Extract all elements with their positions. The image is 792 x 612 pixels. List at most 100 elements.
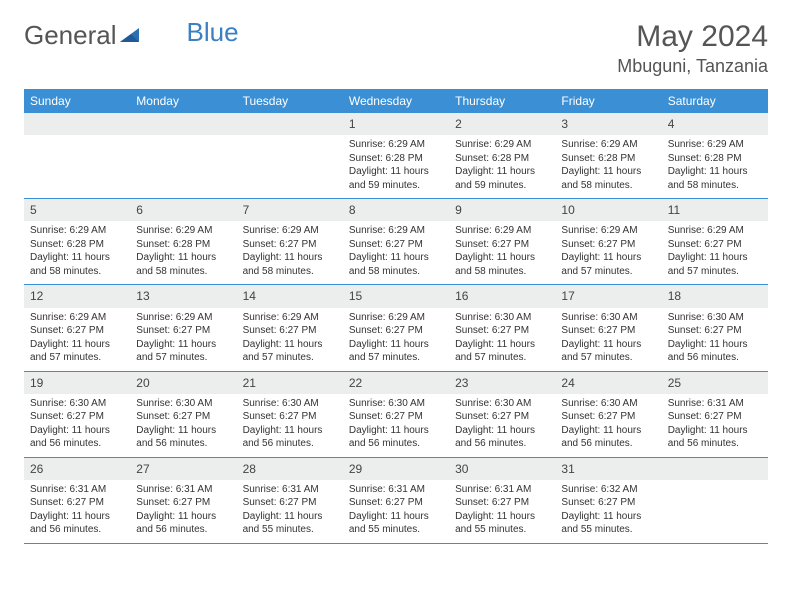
day-body: Sunrise: 6:29 AMSunset: 6:28 PMDaylight:… <box>449 135 555 198</box>
logo-text-left: General <box>24 20 117 51</box>
calendar-day-cell: 17Sunrise: 6:30 AMSunset: 6:27 PMDayligh… <box>555 285 661 370</box>
day-number: 29 <box>343 458 449 480</box>
day-number: 14 <box>237 285 343 307</box>
calendar-day-cell: 28Sunrise: 6:31 AMSunset: 6:27 PMDayligh… <box>237 458 343 543</box>
day-body: Sunrise: 6:30 AMSunset: 6:27 PMDaylight:… <box>343 394 449 457</box>
calendar-day-cell: 14Sunrise: 6:29 AMSunset: 6:27 PMDayligh… <box>237 285 343 370</box>
day-info-line: Sunset: 6:27 PM <box>455 324 549 338</box>
day-number: 23 <box>449 372 555 394</box>
day-body: Sunrise: 6:29 AMSunset: 6:27 PMDaylight:… <box>237 221 343 284</box>
calendar-week-row: 5Sunrise: 6:29 AMSunset: 6:28 PMDaylight… <box>24 199 768 285</box>
day-info-line: Daylight: 11 hours and 58 minutes. <box>136 251 230 278</box>
day-info-line: Sunrise: 6:31 AM <box>136 483 230 497</box>
calendar-day-cell: 10Sunrise: 6:29 AMSunset: 6:27 PMDayligh… <box>555 199 661 284</box>
day-number: 6 <box>130 199 236 221</box>
day-info-line: Sunset: 6:27 PM <box>243 410 337 424</box>
day-number: 13 <box>130 285 236 307</box>
dow-header-cell: Sunday <box>24 89 130 113</box>
day-number: 5 <box>24 199 130 221</box>
day-number: 16 <box>449 285 555 307</box>
day-number: 28 <box>237 458 343 480</box>
day-info-line: Sunrise: 6:29 AM <box>349 311 443 325</box>
day-number: 31 <box>555 458 661 480</box>
day-body: Sunrise: 6:30 AMSunset: 6:27 PMDaylight:… <box>555 394 661 457</box>
day-body: Sunrise: 6:30 AMSunset: 6:27 PMDaylight:… <box>662 308 768 371</box>
calendar-day-cell: 19Sunrise: 6:30 AMSunset: 6:27 PMDayligh… <box>24 372 130 457</box>
calendar-day-cell: 29Sunrise: 6:31 AMSunset: 6:27 PMDayligh… <box>343 458 449 543</box>
dow-header-row: SundayMondayTuesdayWednesdayThursdayFrid… <box>24 89 768 113</box>
day-info-line: Sunset: 6:27 PM <box>349 410 443 424</box>
calendar-week-row: 1Sunrise: 6:29 AMSunset: 6:28 PMDaylight… <box>24 113 768 199</box>
day-info-line: Daylight: 11 hours and 57 minutes. <box>668 251 762 278</box>
calendar-day-cell: 24Sunrise: 6:30 AMSunset: 6:27 PMDayligh… <box>555 372 661 457</box>
dow-header-cell: Friday <box>555 89 661 113</box>
calendar-day-cell: 9Sunrise: 6:29 AMSunset: 6:27 PMDaylight… <box>449 199 555 284</box>
day-info-line: Daylight: 11 hours and 57 minutes. <box>349 338 443 365</box>
calendar-day-cell <box>662 458 768 543</box>
day-body: Sunrise: 6:30 AMSunset: 6:27 PMDaylight:… <box>449 308 555 371</box>
day-info-line: Sunrise: 6:29 AM <box>30 311 124 325</box>
calendar-day-cell: 3Sunrise: 6:29 AMSunset: 6:28 PMDaylight… <box>555 113 661 198</box>
day-info-line: Sunset: 6:27 PM <box>668 238 762 252</box>
day-info-line: Sunrise: 6:30 AM <box>561 311 655 325</box>
calendar-day-cell: 18Sunrise: 6:30 AMSunset: 6:27 PMDayligh… <box>662 285 768 370</box>
day-info-line: Daylight: 11 hours and 58 minutes. <box>30 251 124 278</box>
calendar-day-cell: 16Sunrise: 6:30 AMSunset: 6:27 PMDayligh… <box>449 285 555 370</box>
day-info-line: Sunset: 6:28 PM <box>136 238 230 252</box>
day-info-line: Sunset: 6:27 PM <box>30 496 124 510</box>
day-body <box>24 135 130 144</box>
day-number: 19 <box>24 372 130 394</box>
day-info-line: Sunset: 6:27 PM <box>668 410 762 424</box>
dow-header-cell: Monday <box>130 89 236 113</box>
day-info-line: Sunset: 6:27 PM <box>561 238 655 252</box>
day-number: 2 <box>449 113 555 135</box>
day-info-line: Daylight: 11 hours and 59 minutes. <box>455 165 549 192</box>
calendar-day-cell: 4Sunrise: 6:29 AMSunset: 6:28 PMDaylight… <box>662 113 768 198</box>
day-body: Sunrise: 6:30 AMSunset: 6:27 PMDaylight:… <box>24 394 130 457</box>
day-info-line: Sunrise: 6:31 AM <box>243 483 337 497</box>
day-body: Sunrise: 6:29 AMSunset: 6:27 PMDaylight:… <box>24 308 130 371</box>
day-info-line: Daylight: 11 hours and 56 minutes. <box>668 424 762 451</box>
day-info-line: Sunrise: 6:31 AM <box>455 483 549 497</box>
day-info-line: Sunrise: 6:29 AM <box>561 138 655 152</box>
day-number: 21 <box>237 372 343 394</box>
day-body: Sunrise: 6:31 AMSunset: 6:27 PMDaylight:… <box>449 480 555 543</box>
day-number: 9 <box>449 199 555 221</box>
day-body: Sunrise: 6:30 AMSunset: 6:27 PMDaylight:… <box>555 308 661 371</box>
day-info-line: Daylight: 11 hours and 56 minutes. <box>455 424 549 451</box>
day-number: 4 <box>662 113 768 135</box>
day-body: Sunrise: 6:29 AMSunset: 6:27 PMDaylight:… <box>130 308 236 371</box>
day-info-line: Sunset: 6:27 PM <box>136 410 230 424</box>
weeks-container: 1Sunrise: 6:29 AMSunset: 6:28 PMDaylight… <box>24 113 768 544</box>
day-number: 1 <box>343 113 449 135</box>
day-info-line: Sunset: 6:27 PM <box>136 324 230 338</box>
day-body: Sunrise: 6:29 AMSunset: 6:28 PMDaylight:… <box>130 221 236 284</box>
day-info-line: Sunset: 6:28 PM <box>30 238 124 252</box>
calendar-day-cell: 20Sunrise: 6:30 AMSunset: 6:27 PMDayligh… <box>130 372 236 457</box>
calendar-day-cell: 13Sunrise: 6:29 AMSunset: 6:27 PMDayligh… <box>130 285 236 370</box>
day-body: Sunrise: 6:29 AMSunset: 6:27 PMDaylight:… <box>343 308 449 371</box>
day-info-line: Sunset: 6:27 PM <box>243 496 337 510</box>
day-body: Sunrise: 6:30 AMSunset: 6:27 PMDaylight:… <box>130 394 236 457</box>
day-info-line: Sunset: 6:27 PM <box>668 324 762 338</box>
day-number: 3 <box>555 113 661 135</box>
day-body: Sunrise: 6:31 AMSunset: 6:27 PMDaylight:… <box>130 480 236 543</box>
calendar-day-cell: 27Sunrise: 6:31 AMSunset: 6:27 PMDayligh… <box>130 458 236 543</box>
day-info-line: Sunset: 6:27 PM <box>349 496 443 510</box>
day-number <box>130 113 236 135</box>
day-info-line: Daylight: 11 hours and 56 minutes. <box>561 424 655 451</box>
day-info-line: Sunrise: 6:30 AM <box>455 397 549 411</box>
day-info-line: Daylight: 11 hours and 58 minutes. <box>561 165 655 192</box>
day-number: 17 <box>555 285 661 307</box>
day-number <box>237 113 343 135</box>
calendar-day-cell: 21Sunrise: 6:30 AMSunset: 6:27 PMDayligh… <box>237 372 343 457</box>
day-info-line: Daylight: 11 hours and 56 minutes. <box>136 424 230 451</box>
day-info-line: Sunrise: 6:29 AM <box>455 224 549 238</box>
day-info-line: Sunrise: 6:29 AM <box>30 224 124 238</box>
day-info-line: Sunrise: 6:30 AM <box>243 397 337 411</box>
day-info-line: Sunset: 6:27 PM <box>455 238 549 252</box>
day-info-line: Sunrise: 6:29 AM <box>243 224 337 238</box>
day-body: Sunrise: 6:31 AMSunset: 6:27 PMDaylight:… <box>237 480 343 543</box>
day-info-line: Sunrise: 6:32 AM <box>561 483 655 497</box>
day-info-line: Sunrise: 6:30 AM <box>455 311 549 325</box>
